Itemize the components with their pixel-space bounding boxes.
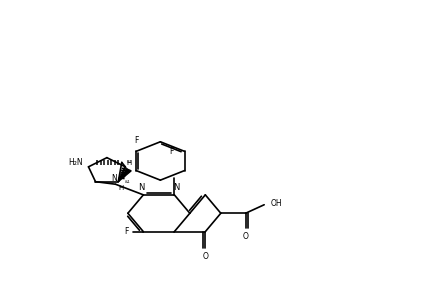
Text: O: O bbox=[202, 252, 208, 261]
Text: OH: OH bbox=[271, 199, 282, 208]
Text: F: F bbox=[169, 147, 174, 156]
Text: N: N bbox=[111, 174, 117, 183]
Text: O: O bbox=[242, 232, 249, 241]
Polygon shape bbox=[118, 169, 131, 182]
Text: H: H bbox=[118, 184, 123, 190]
Text: &1: &1 bbox=[127, 160, 132, 164]
Text: &1: &1 bbox=[123, 167, 129, 171]
Text: H: H bbox=[126, 160, 132, 166]
Text: &1: &1 bbox=[125, 180, 130, 184]
Text: N: N bbox=[138, 183, 144, 192]
Text: F: F bbox=[134, 136, 138, 145]
Text: F: F bbox=[124, 227, 128, 236]
Text: H₂N: H₂N bbox=[68, 158, 83, 167]
Text: N: N bbox=[173, 183, 180, 192]
